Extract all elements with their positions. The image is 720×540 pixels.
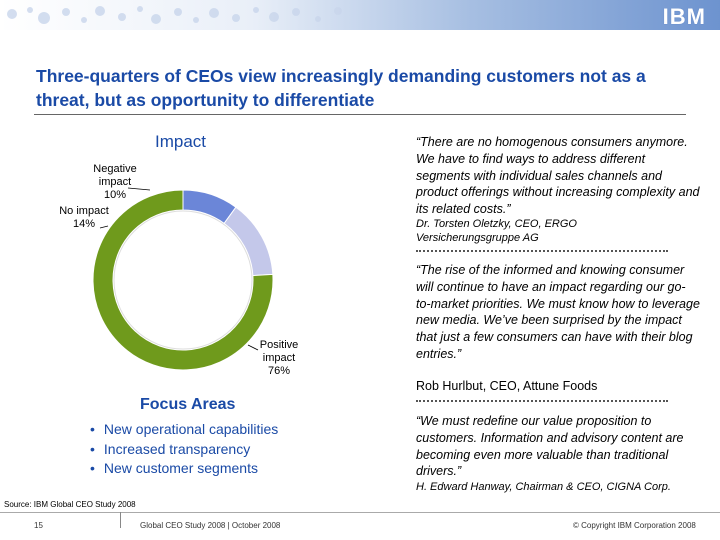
ibm-logo: IBM [662, 4, 706, 29]
title-divider [34, 114, 686, 115]
copyright-notice: © Copyright IBM Corporation 2008 [573, 521, 696, 530]
slice-positive-impact [92, 189, 274, 371]
footer-study-label: Global CEO Study 2008 | October 2008 [140, 521, 281, 530]
quote-text: “We must redefine our value proposition … [416, 414, 684, 479]
focus-item: New customer segments [90, 459, 278, 479]
impact-donut-chart [92, 189, 274, 371]
source-note: Source: IBM Global CEO Study 2008 [4, 500, 136, 509]
quote-divider [416, 400, 668, 402]
focus-areas-heading: Focus Areas [140, 396, 236, 413]
quote-attribution: Rob Hurlbut, CEO, Attune Foods [416, 379, 598, 393]
decorative-dots [7, 6, 342, 24]
slide-title: Three-quarters of CEOs view increasingly… [36, 66, 646, 110]
page-number: 15 [34, 521, 43, 530]
focus-item: New operational capabilities [90, 420, 278, 440]
quote-text: “The rise of the informed and knowing co… [416, 263, 700, 361]
no-impact-label: No impact 14% [59, 205, 109, 230]
negative-impact-label: Negative impact 10% [93, 163, 137, 201]
quote-attribution: H. Edward Hanway, Chairman & CEO, CIGNA … [416, 481, 671, 493]
footer-separator [120, 512, 121, 528]
footer-divider [0, 512, 720, 513]
positive-impact-label: Positive impact 76% [259, 339, 299, 377]
quote-attribution: Dr. Torsten Oletzky, CEO, ERGO Versicher… [416, 218, 577, 244]
focus-item: Increased transparency [90, 440, 278, 460]
donut-hole [113, 210, 253, 350]
quote-divider [416, 250, 668, 252]
header-bar: IBM [0, 0, 720, 30]
quote-text: “There are no homogenous consumers anymo… [416, 135, 700, 217]
impact-heading: Impact [155, 132, 207, 151]
focus-areas-list: New operational capabilities Increased t… [90, 420, 278, 479]
